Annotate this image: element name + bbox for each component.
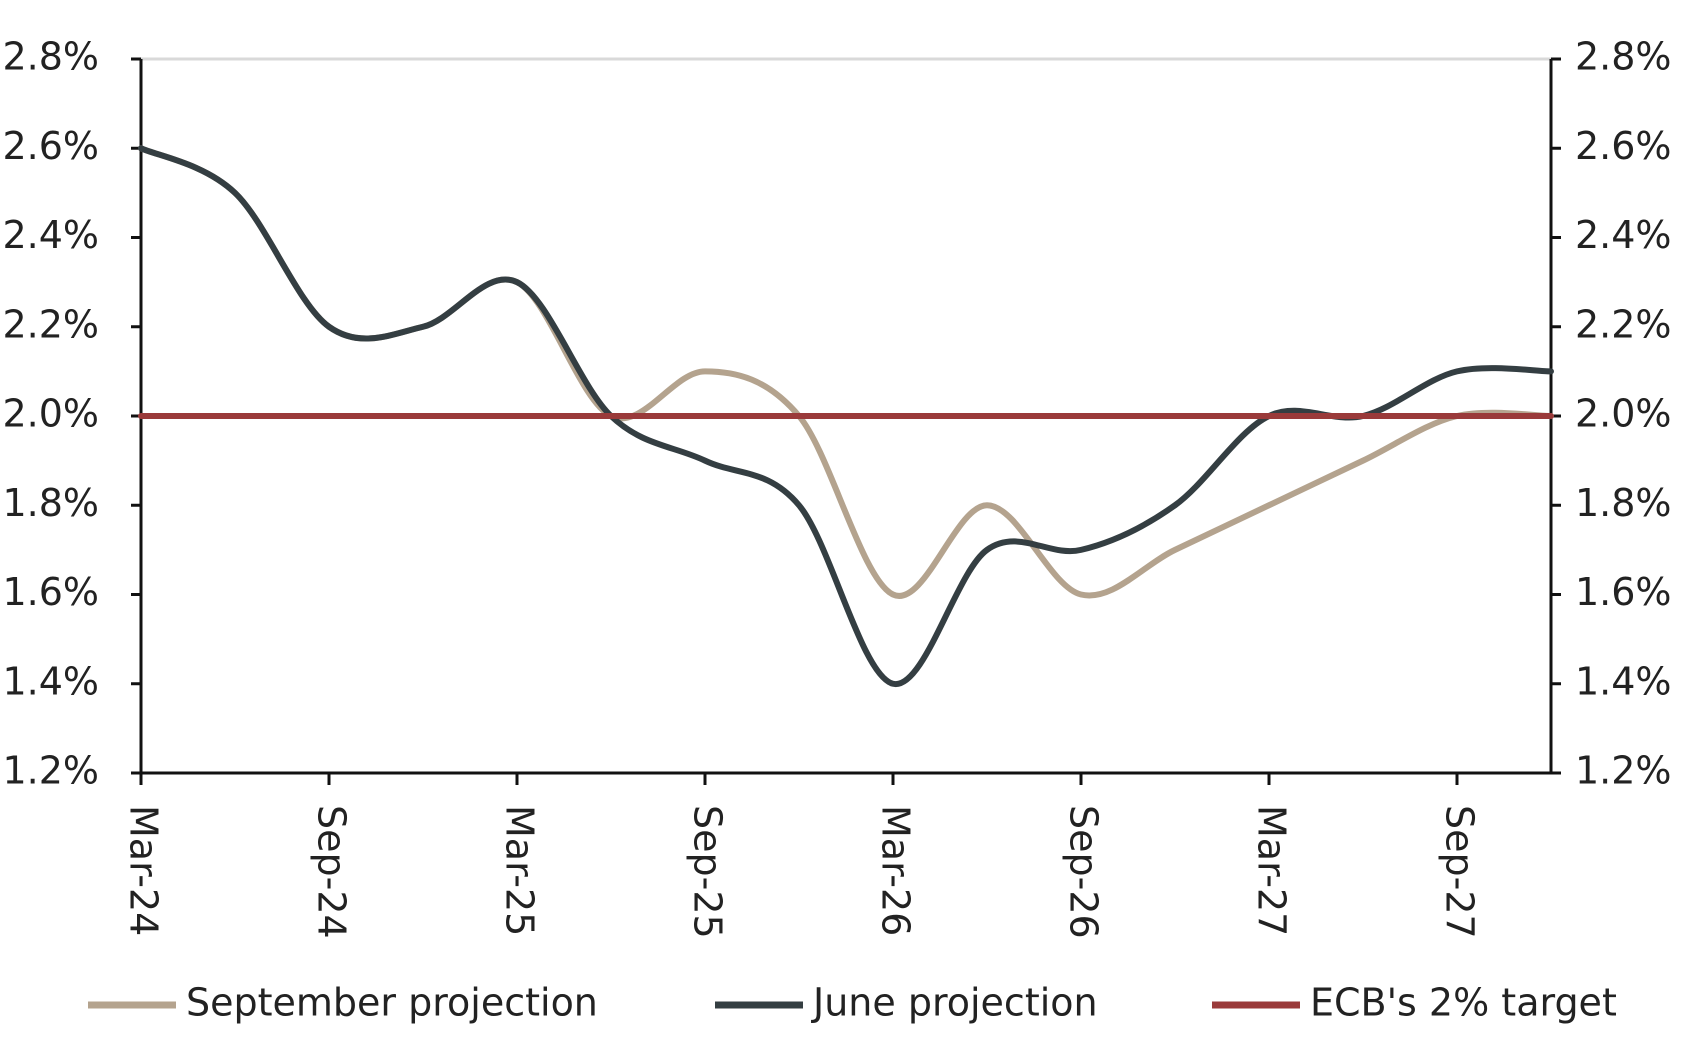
x-tick-label: Sep-24 <box>310 805 354 939</box>
y2-tick-label: 2.2% <box>1575 302 1672 346</box>
legend-label: September projection <box>186 981 598 1025</box>
y-tick-label: 2.0% <box>2 392 99 436</box>
y2-tick-label: 2.0% <box>1575 392 1672 436</box>
x-tick-label: Mar-25 <box>498 805 542 936</box>
y2-tick-label: 1.6% <box>1575 570 1672 614</box>
y-tick-label: 2.6% <box>2 124 99 168</box>
y2-tick-label: 2.6% <box>1575 124 1672 168</box>
legend-label: June projection <box>811 981 1098 1025</box>
x-tick-label: Mar-24 <box>122 805 166 936</box>
y2-tick-label: 1.4% <box>1575 659 1672 703</box>
y-tick-label: 1.2% <box>2 749 99 793</box>
x-tick-label: Mar-27 <box>1250 805 1294 936</box>
y-tick-label: 2.2% <box>2 302 99 346</box>
x-tick-label: Sep-26 <box>1062 805 1106 939</box>
y-tick-label: 1.8% <box>2 481 99 525</box>
y-tick-label: 2.8% <box>2 35 99 79</box>
y2-tick-label: 2.4% <box>1575 213 1672 257</box>
y-tick-label: 2.4% <box>2 213 99 257</box>
series-line <box>138 145 1554 599</box>
x-tick-label: Sep-27 <box>1438 805 1482 939</box>
x-tick-label: Mar-26 <box>874 805 918 936</box>
y2-tick-label: 1.8% <box>1575 481 1672 525</box>
y-tick-label: 1.6% <box>2 570 99 614</box>
y2-tick-label: 1.2% <box>1575 749 1672 793</box>
x-tick-label: Sep-25 <box>686 805 730 939</box>
y-tick-label: 1.4% <box>2 659 99 703</box>
legend-label: ECB's 2% target <box>1310 981 1617 1025</box>
series-line <box>138 145 1554 687</box>
y2-tick-label: 2.8% <box>1575 35 1672 79</box>
